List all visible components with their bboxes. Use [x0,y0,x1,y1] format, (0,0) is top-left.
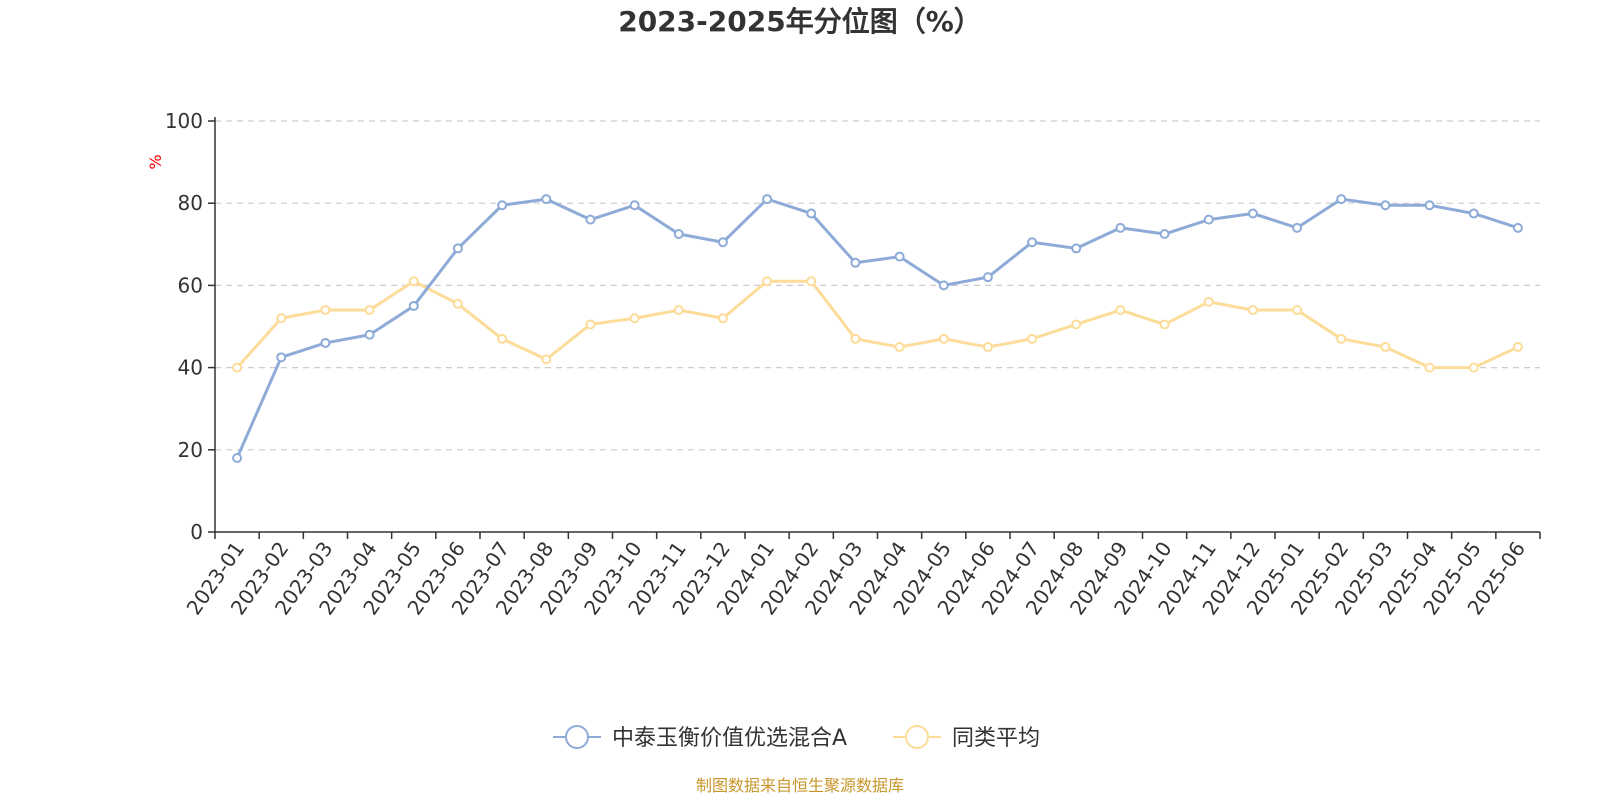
data-point [1071,319,1082,330]
legend-item-1[interactable]: 中泰玉衡价值优选混合A [553,725,847,751]
data-point [938,333,949,344]
data-point [1380,342,1391,353]
axes [208,117,1541,539]
data-point [1468,362,1479,373]
data-point [497,200,508,211]
data-point [717,237,728,248]
data-point [982,342,993,353]
data-point [717,313,728,324]
series-line [235,279,1519,370]
legend-marker-icon [565,725,589,749]
data-point [1159,319,1170,330]
data-point [1292,222,1303,233]
data-point [850,257,861,268]
data-point [497,333,508,344]
data-point [364,329,375,340]
data-point [1512,342,1523,353]
data-point [320,305,331,316]
data-point [408,300,419,311]
data-point [1203,214,1214,225]
data-point [806,208,817,219]
legend-label: 同类平均 [952,726,1040,751]
data-point [232,362,243,373]
data-point [1380,200,1391,211]
data-point [1027,237,1038,248]
data-point [585,214,596,225]
y-tick-label: 40 [178,356,203,380]
data-point [1247,305,1258,316]
chart-title: 2023-2025年分位图（%） [618,5,982,38]
data-point [1159,229,1170,240]
data-point [1336,333,1347,344]
y-tick-label: 100 [165,109,203,133]
data-point [673,305,684,316]
data-point [1203,296,1214,307]
series-1 [232,194,1523,464]
data-point [1027,333,1038,344]
data-point [276,352,287,363]
data-point [1336,194,1347,205]
series-lines [232,194,1523,464]
data-point [1512,222,1523,233]
data-point [806,276,817,287]
data-point [673,229,684,240]
data-point [1292,305,1303,316]
series-2 [232,276,1523,373]
y-tick-labels: 0 20 40 60 80 100 [165,109,203,544]
data-point [850,333,861,344]
data-point [762,276,773,287]
grid-lines [215,120,1540,451]
x-tick-labels: 2023-012023-022023-032023-042023-052023-… [182,537,1530,619]
data-point [762,194,773,205]
legend[interactable]: 中泰玉衡价值优选混合A 同类平均 [553,725,1040,751]
data-point [408,276,419,287]
series-line [235,197,1519,459]
data-point [1115,222,1126,233]
data-point [1424,362,1435,373]
y-axis-unit-label: % [146,154,165,169]
data-point [982,272,993,283]
data-point [629,313,640,324]
data-point [1247,208,1258,219]
data-point [452,243,463,254]
data-point [938,280,949,291]
data-point [541,354,552,365]
source-note: 制图数据来自恒生聚源数据库 [695,776,904,795]
legend-label: 中泰玉衡价值优选混合A [612,726,847,751]
data-point [364,305,375,316]
data-point [452,298,463,309]
data-point [629,200,640,211]
data-point [894,342,905,353]
legend-marker-icon [905,725,929,749]
data-point [585,319,596,330]
y-tick-label: 80 [178,191,203,215]
data-point [1424,200,1435,211]
data-point [1071,243,1082,254]
data-point [894,251,905,262]
y-tick-label: 0 [190,520,203,544]
data-point [541,194,552,205]
data-point [320,337,331,348]
data-point [1115,305,1126,316]
data-point [276,313,287,324]
y-tick-label: 60 [178,273,203,297]
data-point [1468,208,1479,219]
legend-item-2[interactable]: 同类平均 [893,725,1040,751]
y-tick-label: 20 [178,438,203,462]
data-point [232,453,243,464]
